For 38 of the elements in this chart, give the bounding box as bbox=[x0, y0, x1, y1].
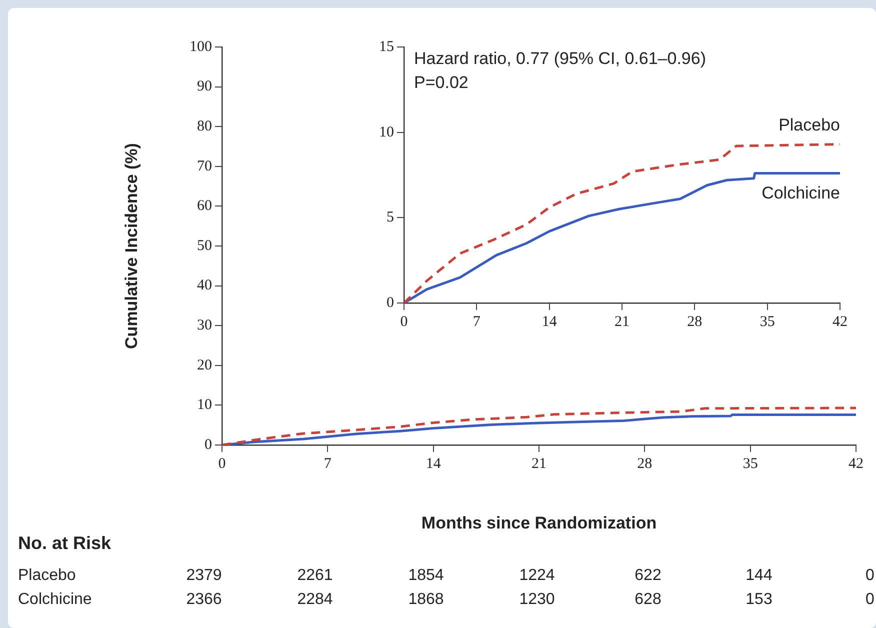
text: Colchicine 2366 2284 1868 1230 628 153 0 bbox=[18, 591, 874, 608]
text: Placebo 2379 2261 1854 1224 622 144 0 bbox=[18, 567, 874, 584]
series-label: Placebo bbox=[778, 115, 840, 134]
y-tick-label: 0 bbox=[386, 294, 394, 311]
y-tick-label: 0 bbox=[204, 436, 212, 453]
x-tick-label: 42 bbox=[832, 314, 848, 330]
y-tick-label: 15 bbox=[379, 38, 394, 55]
y-tick-label: 50 bbox=[197, 238, 212, 254]
y-axis-title: Cumulative Incidence (%) bbox=[122, 143, 141, 349]
y-tick-label: 100 bbox=[190, 38, 212, 55]
x-tick-label: 21 bbox=[614, 314, 630, 330]
annotation: Hazard ratio, 0.77 (95% CI, 0.61–0.96) bbox=[414, 49, 706, 69]
x-tick-label: 7 bbox=[324, 456, 332, 472]
x-tick-label: 28 bbox=[637, 456, 652, 472]
y-tick-label: 20 bbox=[197, 357, 212, 374]
x-tick-label: 35 bbox=[742, 456, 758, 472]
x-tick-label: 35 bbox=[760, 314, 775, 330]
y-tick-label: 10 bbox=[197, 397, 212, 414]
text: No. at Risk bbox=[18, 533, 112, 554]
y-tick-label: 80 bbox=[197, 118, 212, 135]
x-tick-label: 0 bbox=[400, 314, 408, 330]
x-tick-label: 14 bbox=[542, 314, 558, 330]
y-tick-label: 10 bbox=[379, 124, 394, 140]
series-label: Colchicine bbox=[762, 183, 840, 202]
x-tick-label: 28 bbox=[687, 314, 702, 330]
y-tick-label: 60 bbox=[197, 198, 212, 214]
y-tick-label: 40 bbox=[197, 278, 212, 294]
y-tick-label: 90 bbox=[197, 78, 212, 95]
x-tick-label: 0 bbox=[218, 456, 226, 472]
x-axis-title: Months since Randomization bbox=[421, 513, 657, 532]
x-tick-label: 7 bbox=[472, 314, 481, 330]
y-tick-label: 30 bbox=[197, 318, 212, 334]
y-tick-label: 70 bbox=[197, 158, 212, 174]
annotation: P=0.02 bbox=[414, 73, 468, 93]
y-tick-label: 5 bbox=[386, 210, 394, 226]
x-tick-label: 42 bbox=[848, 456, 864, 472]
x-tick-label: 21 bbox=[532, 456, 546, 472]
x-tick-label: 14 bbox=[426, 456, 442, 472]
